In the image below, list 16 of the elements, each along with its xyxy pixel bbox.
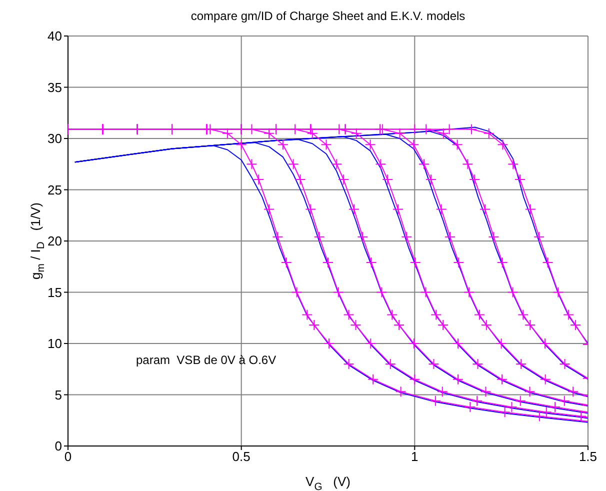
x-tick-label: 0 [64, 449, 72, 464]
y-tick-label: 10 [48, 336, 62, 352]
x-axis-title: V$_{G}$ (V) [306, 474, 350, 491]
y-tick-label: 0 [54, 438, 62, 454]
x-tick-label: 1.5 [578, 449, 598, 464]
y-tick-label: 30 [48, 131, 62, 146]
y-tick-label: 15 [48, 284, 62, 300]
y-tick-label: 20 [48, 234, 62, 249]
y-tick-label: 35 [48, 80, 62, 95]
x-tick-label: 1 [411, 449, 418, 464]
chart-title: compare gm/ID of Charge Sheet and E.K.V. models [190, 9, 466, 23]
y-tick-label: 5 [54, 387, 62, 402]
y-tick-label: 25 [48, 182, 62, 198]
y-tick-label: 40 [48, 28, 62, 44]
x-tick-label: 0.5 [232, 449, 250, 464]
annotation: param VSB de 0V à O.6V [136, 353, 276, 367]
